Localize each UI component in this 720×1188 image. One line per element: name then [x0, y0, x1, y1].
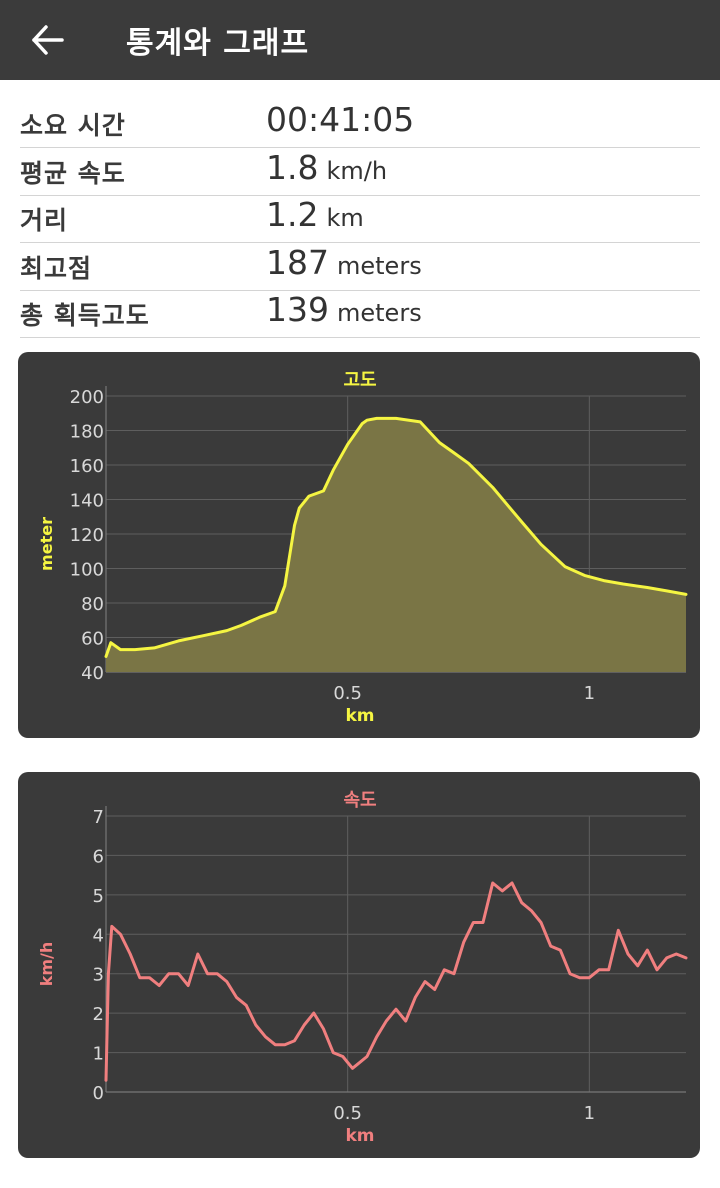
- y-tick-label: 40: [81, 663, 104, 684]
- chart-title: 고도: [343, 370, 376, 391]
- altitude-chart: 40 60 80 100 120 140 160 180 200 0.5 1 고도 km meter: [37, 370, 688, 726]
- stat-unit: meters: [337, 251, 422, 280]
- y-tick-label: 6: [93, 846, 104, 867]
- app-bar: 통계와 그래프: [0, 0, 720, 80]
- stat-row: 소요 시간 00:41:05: [20, 100, 700, 148]
- y-tick-label: 5: [93, 886, 104, 907]
- y-tick-label: 0: [93, 1083, 104, 1104]
- stat-row: 평균 속도 1.8 km/h: [20, 148, 700, 196]
- y-tick-label: 7: [93, 807, 104, 828]
- area-fill: [106, 418, 686, 672]
- y-tick-label: 4: [93, 925, 104, 946]
- stat-label: 평균 속도: [20, 158, 126, 188]
- altitude-chart-panel: 40 60 80 100 120 140 160 180 200 0.5 1 고도 km meter: [18, 352, 700, 738]
- x-axis-label: km: [345, 706, 374, 726]
- y-axis-label: km/h: [37, 942, 56, 987]
- x-tick-label: 0.5: [333, 683, 362, 704]
- x-tick-label: 1: [584, 1103, 595, 1124]
- x-tick-label: 1: [584, 683, 595, 704]
- arrow-left-icon[interactable]: [28, 20, 68, 60]
- y-tick-label: 200: [70, 387, 104, 408]
- stat-value: 1.2 km: [266, 195, 364, 234]
- y-tick-label: 120: [70, 525, 104, 546]
- y-tick-label: 2: [93, 1004, 104, 1025]
- stat-value: 187 meters: [266, 242, 422, 282]
- y-tick-label: 140: [70, 491, 104, 512]
- page-title: 통계와 그래프: [126, 26, 310, 61]
- stat-unit: km/h: [326, 156, 388, 185]
- stat-unit: km: [326, 204, 364, 232]
- x-axis-label: km: [345, 1126, 374, 1146]
- stat-label: 최고점: [20, 253, 93, 283]
- x-tick-label: 0.5: [333, 1103, 362, 1124]
- stat-label: 총 획득고도: [20, 301, 150, 330]
- speed-chart-panel: 0 1 2 3 4 5 6 7 0.5 1 속도 km km/h: [18, 772, 700, 1158]
- stat-row: 최고점 187 meters: [20, 243, 700, 291]
- stat-value: 1.8 km/h: [266, 147, 388, 187]
- stat-row: 거리 1.2 km: [20, 195, 700, 243]
- stat-label: 거리: [20, 206, 69, 235]
- speed-chart: 0 1 2 3 4 5 6 7 0.5 1 속도 km km/h: [37, 790, 688, 1146]
- y-tick-label: 60: [81, 629, 104, 650]
- stat-value: 00:41:05: [266, 100, 415, 139]
- y-tick-label: 3: [93, 965, 104, 986]
- chart-title: 속도: [343, 790, 376, 811]
- stat-unit: meters: [337, 299, 422, 327]
- y-tick-label: 160: [70, 456, 104, 477]
- stat-label: 소요 시간: [20, 111, 126, 140]
- y-tick-label: 100: [70, 560, 104, 581]
- stat-value: 139 meters: [266, 290, 422, 329]
- y-axis-label: meter: [37, 517, 56, 571]
- stat-row: 총 획득고도 139 meters: [20, 290, 700, 338]
- y-tick-label: 180: [70, 422, 104, 443]
- y-tick-label: 1: [93, 1044, 104, 1065]
- series-line: [104, 881, 688, 1082]
- y-tick-label: 80: [81, 594, 104, 615]
